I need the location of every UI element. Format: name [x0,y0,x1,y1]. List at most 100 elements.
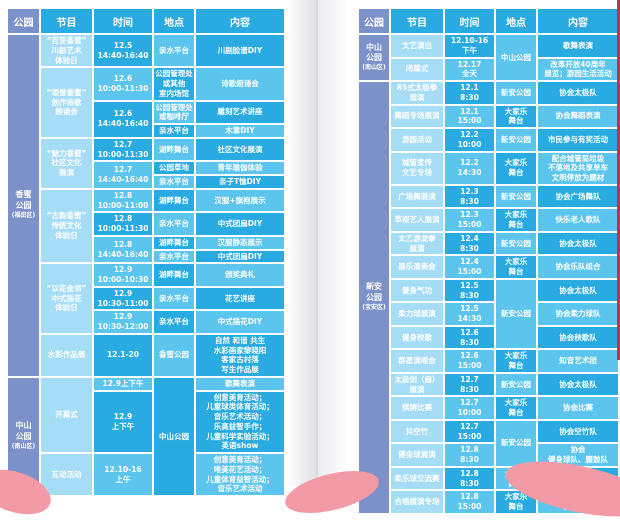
schedule-row: 抖空竹 12.7 15:00 新安公园 协会空竹队 [359,420,618,466]
content-cell: 协会舞蹈表演 [538,105,618,127]
schedule-row: 游园活动 12.2 10:00 新安公园 市民参与有奖活动 [359,129,618,151]
program-cell: 闭幕式 [391,58,443,80]
location-cell: 湖畔舞台 [154,264,194,286]
schedule-row: 12.7 14:40-16:40 公园草地 青年瑜伽体验 [8,162,284,188]
red-edge-ribbon [617,0,620,360]
schedule-row: 广场舞展演 12.3 8:30 新安公园 协会广场舞队 [359,185,618,208]
schedule-row: 群星演唱会 12.6 15:00 大家乐 舞台 知音艺术团 [359,350,618,372]
schedule-row: “以花会邻” 中式插花 体验日 12.9 10:00-10:30 湖畔舞台 颁奖典礼 [8,264,284,333]
column-header: 地点 [154,9,194,33]
location-cell: 亲水平台 [154,176,194,188]
location-cell: 中山公园 [496,35,536,80]
time-cell: 12.5 14:40-16:40 [94,35,152,67]
content-cell: 歌舞表演 [196,377,284,390]
time-cell: 12.1-20 [94,334,152,376]
location-cell: 新安公园 [496,373,536,396]
location-cell: 新安公园 [496,129,536,151]
location-cell: 公园管理处 或其他 室内场馆 [154,68,194,100]
time-cell: 12.2 14:30 [445,152,494,184]
schedule-row: “古韵香蜜” 传统文化 体验日 12.8 10:00-11:00 湖畔舞台 汉服+旗袍… [8,189,284,263]
program-cell: “古韵香蜜” 传统文化 体验日 [41,189,92,263]
program-cell: 互动活动 [41,454,92,495]
park-name: 中山 公园 [366,42,382,63]
location-cell: 亲水平台 [154,35,194,67]
column-header: 内容 [538,9,618,33]
schedule-row: 健身气功 12.5 8:30 新安公园 协会太极队 [359,279,618,349]
program-cell: 健身秧歌 [391,326,443,349]
column-header: 公园 [8,9,39,33]
time-cell: 12.10-16 上午 [94,454,152,495]
schedule-row: 闭幕式 12.17 全天 改革开放40周年 展览；游园生活活动 [359,58,618,80]
content-cell: 汉服静态展示 [196,236,284,249]
content-cell: 协会广场舞队 [538,185,618,208]
park-district: (南山区) [11,442,36,450]
content-cell: 协会比赛 [538,397,618,419]
time-cell: 12.9 10:00-10:30 [94,264,152,286]
schedule-row: 柔力球展演 12.5 14:30 协会柔力球队 [359,303,618,325]
park-district: (南山区) [362,64,386,72]
schedule-row: 12.6 14:40-16:40 公园管理处 或咖啡厅 雕刻艺术讲座 [8,101,284,137]
content-cell: 创意美育活动； 唯美花艺活动； 儿童体育益智活动； 音乐艺术活动 [196,454,284,495]
content-cell: 市民参与有奖活动 [538,129,618,151]
time-cell: 12.10-16 下午 [445,35,494,57]
time-cell: 12.9 上下午 [94,391,152,452]
time-cell: 12.7 10:00-11:30 [94,138,152,161]
schedule-row: 12.9 10:30-11:00 亲水平台 花艺讲座 [8,287,284,310]
time-cell: 12.4 8:30 [445,232,494,255]
location-cell: 公园草地 [154,162,194,174]
content-cell: 自然 和谐 共生 水彩画家黎晓阳 客家古村落 写生作品展 [196,334,284,376]
content-cell: 亲子T恤DIY [196,176,284,188]
header-row: 公园 节目 时间 地点 内容 [359,9,618,33]
column-header: 内容 [196,9,284,33]
time-cell: 12.8 10:00-11:30 [94,213,152,235]
content-cell: 汉服+旗袍展示 [196,189,284,212]
schedule-row: 中山 公园 (南山区) 开幕式 12.9上下午 中山公园 歌舞表演 [8,377,284,495]
program-cell: “颂誉香蜜” 创作诗歌 朗诵会 [41,68,92,137]
park-district: (福田区) [11,211,36,219]
time-cell: 12.1 8:30 [445,82,494,104]
content-cell: 配合城管局垃圾 不落地及共享单车 文明停放为题材 [538,152,618,184]
location-cell: 亲水平台 [154,250,194,263]
left-schedule-table: 公园 节目 时间 地点 内容 香蜜 公园 (福田区) “百变香蜜” 川剧艺术 体验日 12.5 … [6,7,286,497]
time-cell: 12.7 8:30 [445,373,494,396]
schedule-row: 中山 公园 (南山区) 文艺演出 12.10-16 下午 中山公园 歌舞表演 [359,35,618,80]
time-cell: 12.4 15:00 [445,256,494,278]
content-cell: 中式插花DIY [196,311,284,333]
location-cell: 湖畔舞台 [154,189,194,212]
schedule-row: 新安 公园 (宝安区) 85式太极拳 展演 12.1 8:30 新安公园 协会太极队 [359,82,618,513]
column-header: 节目 [391,9,443,33]
time-cell: 12.1 15:00 [445,105,494,127]
content-cell: 社区文化展演 [196,138,284,161]
park-name: 中山 公园 [15,421,32,442]
schedule-row: 12.8 14:40-16:40 湖畔舞台 汉服静态展示 [8,236,284,263]
time-cell: 12.3 8:30 [445,185,494,208]
location-cell: 新安公园 [496,420,536,466]
content-cell: 快乐老人歌队 [538,209,618,231]
schedule-row: 12.9 10:30-12:00 亲水平台 中式插花DIY [8,311,284,333]
time-cell: 12.2 10:00 [445,129,494,151]
location-cell: 新安公园 [496,279,536,349]
time-cell: 12.7 15:00 [445,420,494,443]
schedule-row: 器乐演奏会 12.4 15:00 大家乐 舞台 协会乐队组合 [359,256,618,278]
time-cell: 12.9 10:30-12:00 [94,311,152,333]
schedule-row: 太极剑（扇） 展演 12.7 8:30 新安公园 协会太极队 [359,373,618,396]
content-cell: 中式团扇DIY [196,213,284,235]
column-header: 时间 [94,9,152,33]
location-cell: 新安公园 [496,185,536,208]
time-cell: 12.6 14:40-16:40 [94,101,152,137]
content-cell: 协会太极队 [538,232,618,255]
program-cell: 柔力球展演 [391,303,443,325]
column-header: 时间 [445,9,494,33]
content-cell: 雕刻艺术讲座 [196,101,284,123]
schedule-row: 亲水平台 亲子T恤DIY [8,176,284,188]
program-cell: “以花会邻” 中式插花 体验日 [41,264,92,333]
program-cell: 文艺演出 [391,35,443,57]
location-cell: 大家乐 舞台 [496,152,536,184]
program-cell: 水彩作品展 [41,334,92,376]
program-cell: 器乐演奏会 [391,256,443,278]
program-cell: 城管宣传 文艺专场 [391,152,443,184]
program-cell: 游园活动 [391,129,443,151]
location-cell: 香蜜公园 [154,334,194,376]
park-cell: 新安 公园 (宝安区) [359,82,389,513]
schedule-row: “魅力香蜜” 社区文化 展演 12.7 10:00-11:30 湖畔舞台 社区文化展演 [8,138,284,188]
